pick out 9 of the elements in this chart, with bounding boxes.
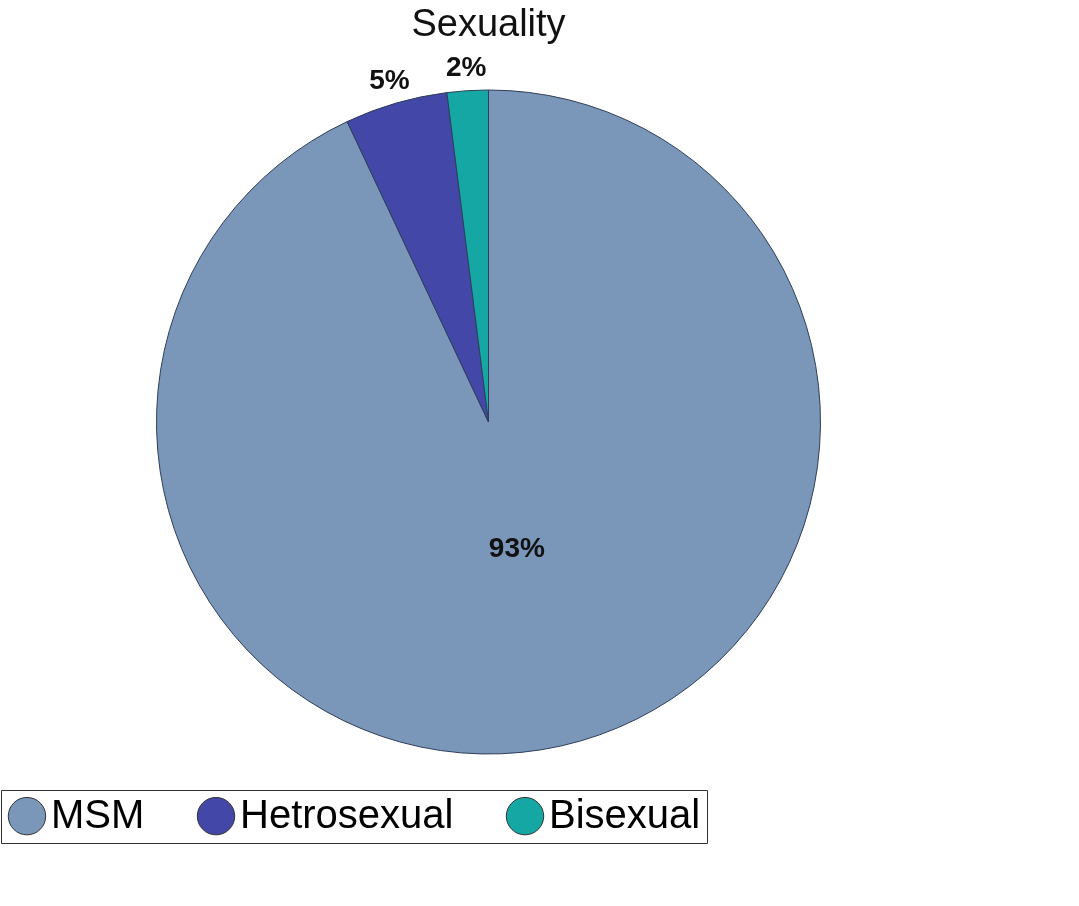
legend-label: Hetrosexual bbox=[240, 792, 454, 837]
pie-slice bbox=[346, 92, 489, 423]
data-label: 93% bbox=[488, 531, 545, 563]
legend-label: Bisexual bbox=[549, 792, 701, 837]
legend-label: MSM bbox=[51, 792, 145, 837]
data-label: 2% bbox=[445, 50, 487, 82]
chart-title: Sexuality bbox=[411, 1, 566, 44]
data-label: 5% bbox=[369, 64, 410, 96]
pie-slice bbox=[156, 89, 821, 755]
